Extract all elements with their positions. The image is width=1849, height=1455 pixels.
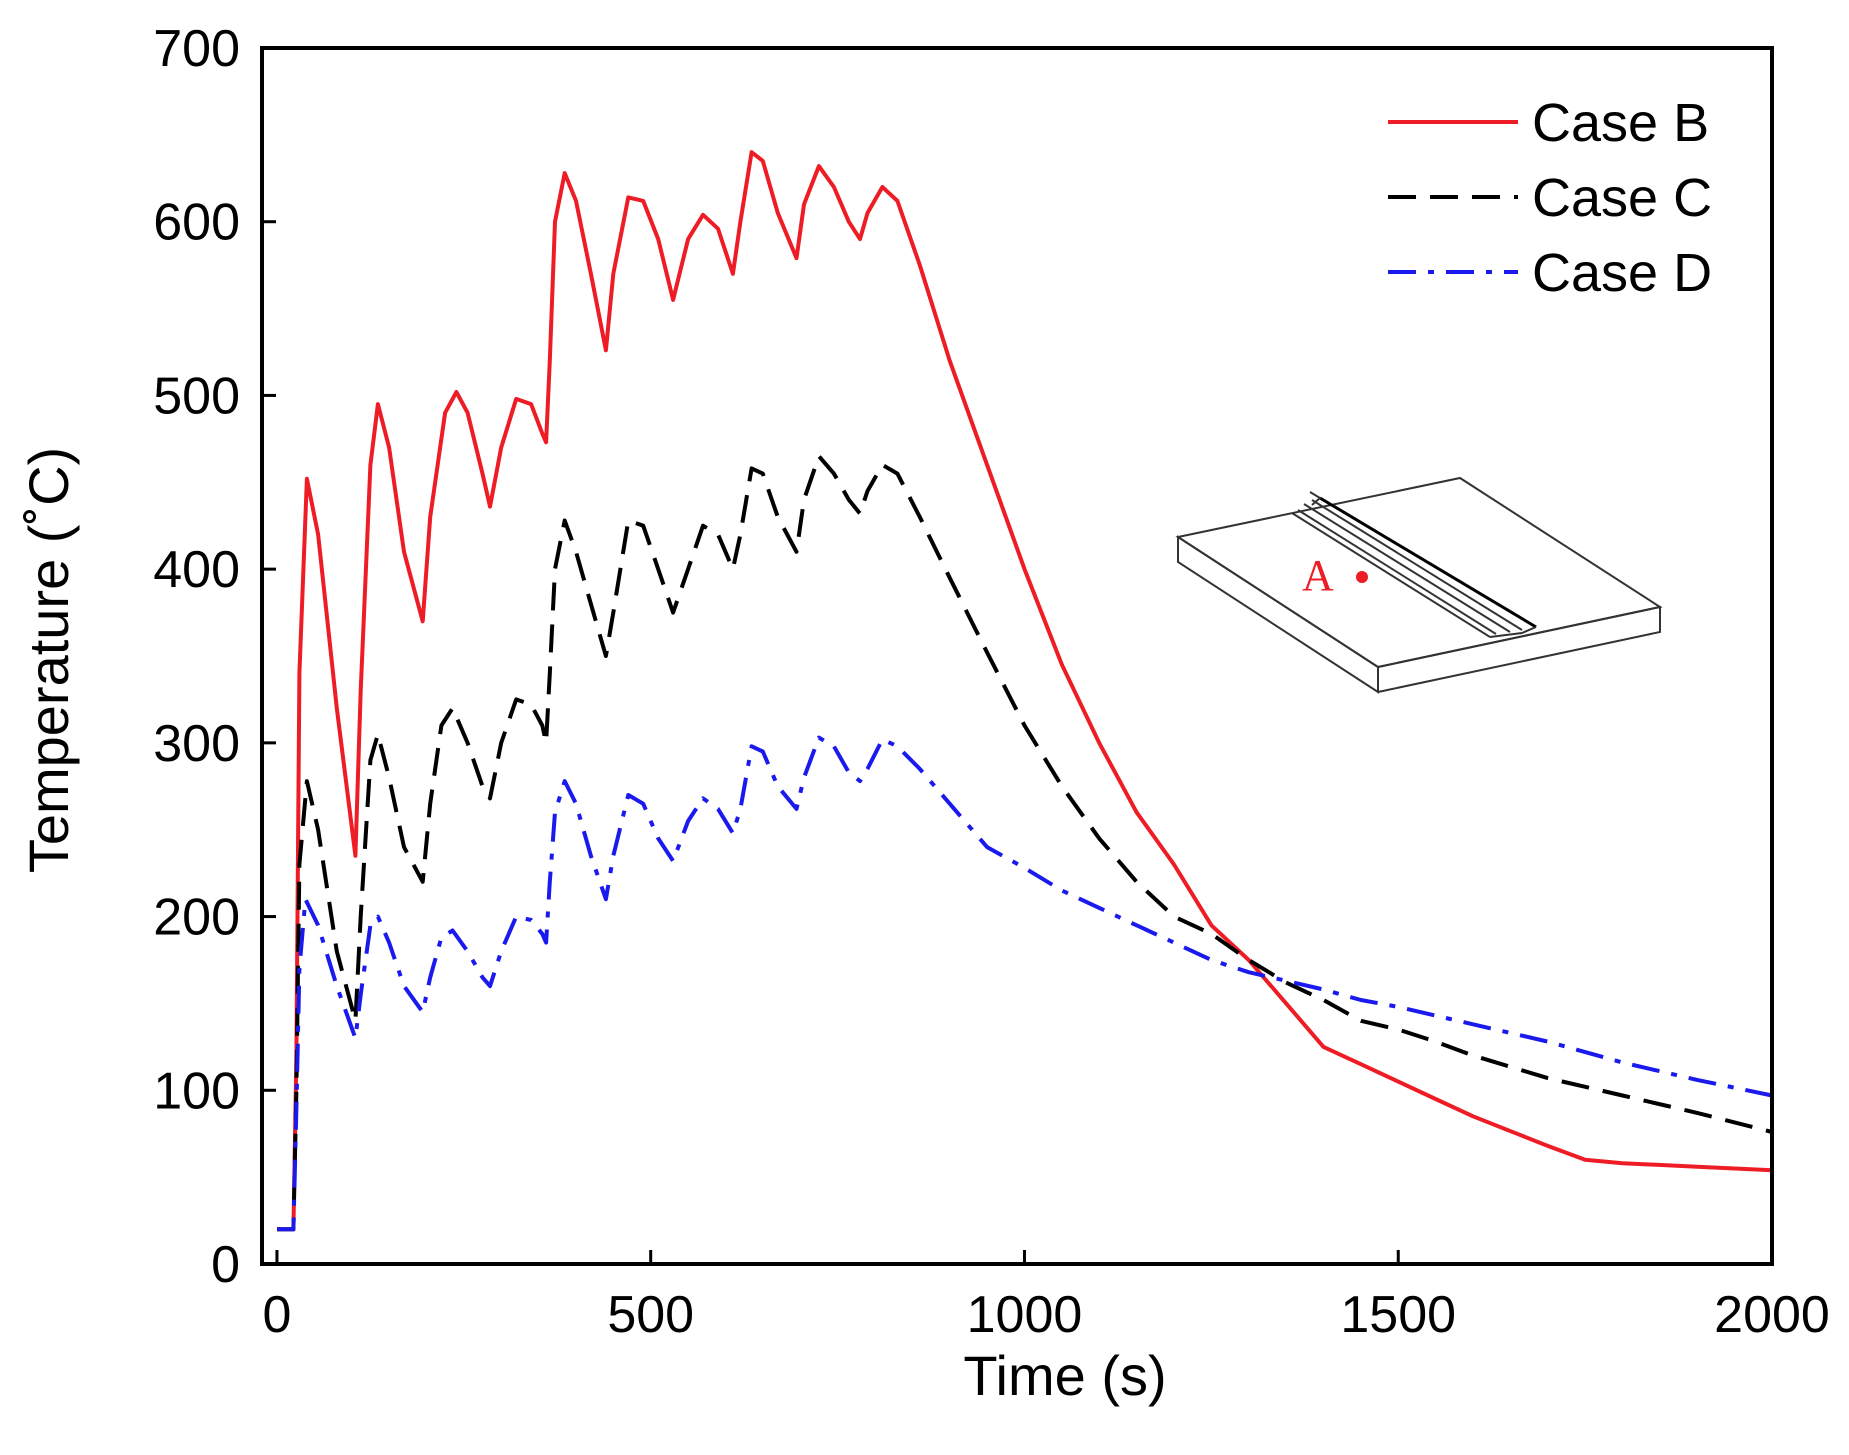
inset-weld-line bbox=[1303, 503, 1511, 633]
x-tick-label: 1500 bbox=[1340, 1286, 1456, 1344]
inset-weld-crest bbox=[1319, 496, 1537, 629]
inset-plate-top-face bbox=[1175, 476, 1663, 669]
x-tick-label: 1000 bbox=[967, 1286, 1083, 1344]
y-tick-label: 100 bbox=[153, 1062, 240, 1120]
y-axis-title: Temperature (˚C) bbox=[17, 447, 80, 873]
inset-point-label: A bbox=[1302, 551, 1334, 600]
inset-weld-line bbox=[1291, 512, 1491, 638]
legend-label-case-b: Case B bbox=[1532, 93, 1709, 153]
legend-label-case-d: Case D bbox=[1532, 243, 1712, 303]
y-tick-label: 500 bbox=[153, 367, 240, 425]
y-tick-label: 300 bbox=[153, 715, 240, 773]
inset-weld-line bbox=[1311, 499, 1523, 631]
y-tick-label: 0 bbox=[211, 1236, 240, 1294]
y-tick-label: 200 bbox=[153, 889, 240, 947]
x-axis-title: Time (s) bbox=[963, 1344, 1166, 1407]
x-tick-label: 500 bbox=[607, 1286, 694, 1344]
inset-weld-end bbox=[1489, 626, 1537, 638]
legend: Case B Case C Case D bbox=[1388, 93, 1712, 303]
inset-weld-end bbox=[1309, 491, 1322, 506]
x-tick-label: 2000 bbox=[1714, 1286, 1830, 1344]
plot-frame bbox=[260, 46, 1774, 1266]
series-layer bbox=[277, 150, 1773, 1232]
inset-point-marker bbox=[1356, 571, 1368, 583]
y-tick-label: 400 bbox=[153, 541, 240, 599]
y-tick-label: 600 bbox=[153, 194, 240, 252]
series-line-case-d bbox=[277, 735, 1773, 1232]
inset-weld-line bbox=[1297, 509, 1497, 635]
ticks-layer: 0 500 1000 1500 2000 0 100 200 300 400 500 600 700 bbox=[153, 20, 1830, 1344]
legend-label-case-c: Case C bbox=[1532, 168, 1712, 228]
y-tick-label: 700 bbox=[153, 20, 240, 78]
x-tick-label: 0 bbox=[262, 1286, 291, 1344]
series-line-case-c bbox=[277, 454, 1773, 1232]
series-line-case-b bbox=[277, 150, 1773, 1232]
specimen-inset: A bbox=[1175, 476, 1663, 694]
